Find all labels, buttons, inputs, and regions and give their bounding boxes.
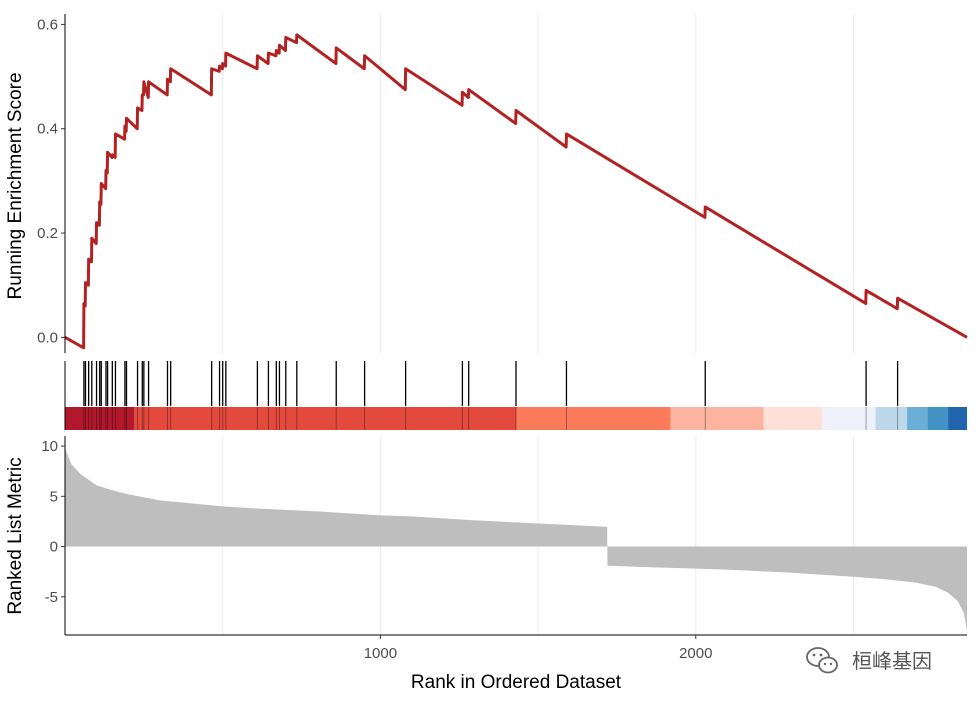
- heat-segment: [927, 407, 949, 430]
- heat-segment: [907, 407, 928, 430]
- wechat-icon: [806, 647, 838, 674]
- watermark: 桓峰基因: [806, 647, 932, 674]
- x-axis-title: Rank in Ordered Dataset: [411, 672, 622, 693]
- metric-y-tick-label: 0: [50, 539, 58, 556]
- heat-segment: [821, 407, 876, 430]
- metric-y-tick-label: 5: [50, 488, 58, 505]
- metric-y-tick-label: -5: [45, 589, 58, 606]
- ranked-metric-area: [65, 448, 967, 631]
- heat-segment: [763, 407, 822, 430]
- es-grid: [222, 14, 854, 353]
- gene-hit-lines: [83, 361, 899, 430]
- heat-segment: [65, 407, 135, 430]
- heat-segment: [516, 407, 671, 430]
- axes: [64, 14, 967, 636]
- x-tick-label: 2000: [679, 645, 712, 662]
- heat-segment: [134, 407, 516, 430]
- x-ticks: 1000 2000: [364, 635, 712, 662]
- es-y-tick-label: 0.4: [37, 121, 58, 138]
- metric-y-tick-label: 10: [41, 438, 58, 455]
- watermark-text: 桓峰基因: [852, 649, 932, 673]
- running-es-line: [64, 33, 968, 350]
- x-tick-label: 1000: [364, 645, 397, 662]
- heat-segment: [875, 407, 908, 430]
- metric-y-ticks: -5 0 5 10: [41, 438, 65, 606]
- metric-y-axis-title: Ranked List Metric: [5, 457, 26, 614]
- heat-segment: [948, 407, 967, 430]
- rank-heatmap-strip: [65, 407, 967, 430]
- es-y-ticks: 0.0 0.2 0.4 0.6: [37, 16, 65, 346]
- es-y-tick-label: 0.0: [37, 329, 58, 346]
- es-y-tick-label: 0.2: [37, 225, 58, 242]
- es-y-tick-label: 0.6: [37, 16, 58, 33]
- es-y-axis-title: Running Enrichment Score: [5, 72, 26, 299]
- heat-segment: [670, 407, 764, 430]
